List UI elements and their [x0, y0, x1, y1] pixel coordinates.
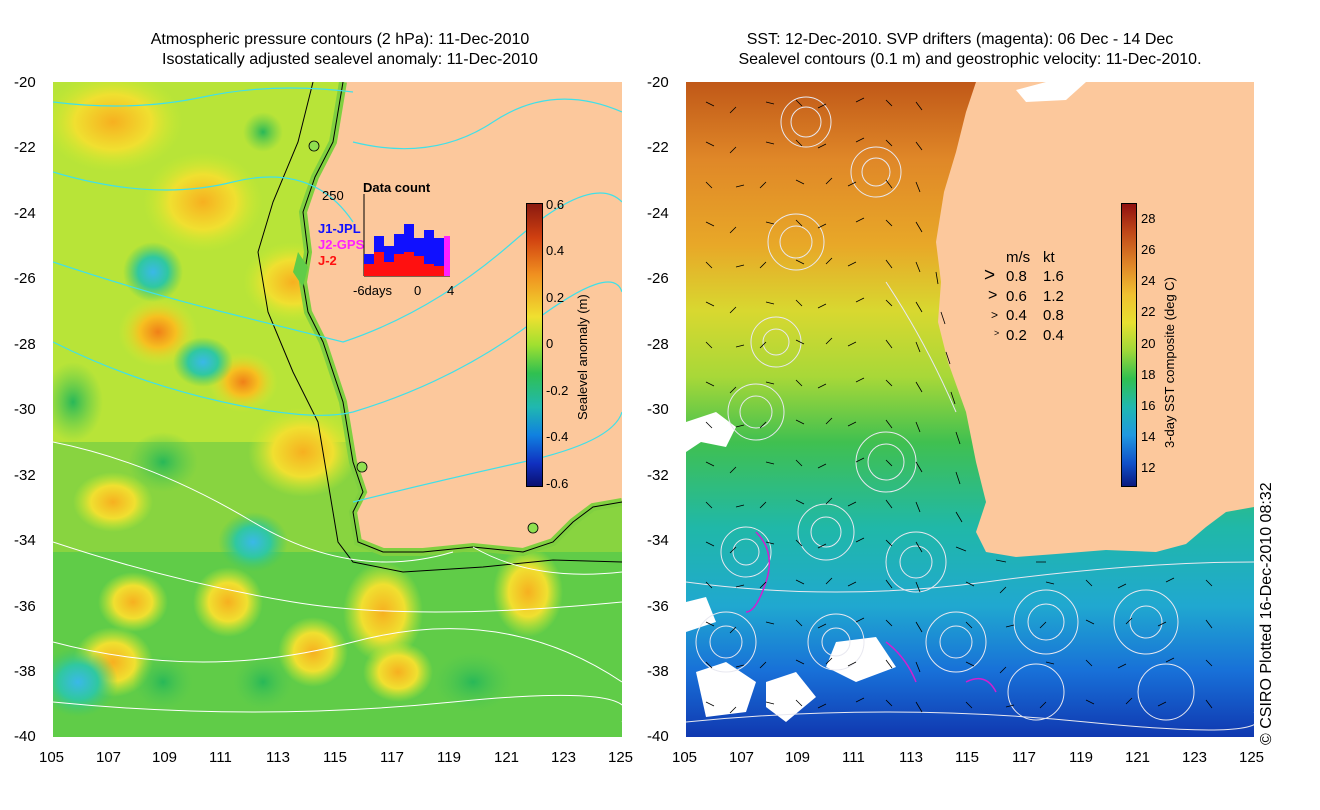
velocity-arrow-icon: >: [988, 287, 998, 304]
lat-tick: -36: [647, 598, 669, 615]
sst-colorbar-label: 3-day SST composite (deg C): [1162, 277, 1177, 448]
inset-ymax: 250: [322, 188, 344, 203]
lon-tick: 117: [1012, 749, 1036, 766]
right-title-line2: Sealevel contours (0.1 m) and geostrophi…: [738, 51, 1202, 68]
lon-tick: 113: [899, 749, 923, 766]
right-title-line1: SST: 12-Dec-2010. SVP drifters (magenta)…: [746, 31, 1174, 48]
sealevel-colorbar-gradient: [526, 203, 543, 487]
lat-tick: -34: [14, 532, 36, 549]
velocity-arrow-icon: >: [984, 265, 996, 286]
lat-tick: -28: [647, 336, 669, 353]
plot-credit: © CSIRO Plotted 16-Dec-2010 08:32: [1258, 482, 1275, 745]
sst-colorbar-tick: 18: [1141, 367, 1156, 382]
sealevel-colorbar-tick: 0.2: [546, 290, 565, 305]
lon-tick: 125: [608, 749, 634, 766]
legend-j1-jpl: J1-JPL: [318, 221, 361, 236]
lon-tick: 117: [380, 749, 404, 766]
lon-tick: 111: [842, 749, 865, 766]
lat-tick: -30: [647, 401, 669, 418]
sst-colorbar-tick: 22: [1141, 304, 1156, 319]
lat-tick: -26: [647, 270, 669, 287]
lon-tick: 121: [494, 749, 520, 766]
velocity-arrow-icon: >: [994, 328, 1000, 338]
sealevel-colorbar-tick: 0.4: [546, 243, 565, 258]
lat-tick: -40: [647, 728, 669, 745]
velocity-row-kt: 0.8: [1043, 307, 1064, 324]
sst-colorbar-tick: 26: [1141, 242, 1156, 257]
lat-tick: -38: [14, 663, 36, 680]
lat-tick: -40: [14, 728, 36, 745]
sealevel-colorbar-tick: -0.6: [546, 476, 569, 491]
lat-tick: -24: [647, 205, 669, 222]
lon-tick: 119: [437, 749, 461, 766]
sealevel-colorbar-tick: 0: [546, 336, 554, 351]
lat-tick: -20: [647, 74, 669, 91]
right-map: [686, 82, 1254, 737]
lat-tick: -32: [14, 467, 36, 484]
sealevel-colorbar-tick: -0.4: [546, 429, 569, 444]
inset-x-start: -6days: [353, 283, 393, 298]
velocity-row-ms: 0.2: [1006, 327, 1027, 344]
legend-j-2: J-2: [318, 253, 337, 268]
lon-tick: 123: [551, 749, 577, 766]
lon-tick: 123: [1182, 749, 1208, 766]
lon-tick: 109: [785, 749, 811, 766]
lat-tick: -22: [14, 139, 36, 156]
lat-tick: -36: [14, 598, 36, 615]
lat-tick: -34: [647, 532, 669, 549]
lon-tick: 115: [955, 749, 979, 766]
sst-colorbar-tick: 24: [1141, 273, 1156, 288]
lat-tick: -28: [14, 336, 36, 353]
sealevel-colorbar-tick: 0.6: [546, 197, 565, 212]
lon-tick: 105: [672, 749, 698, 766]
lon-tick: 125: [1239, 749, 1265, 766]
sst-colorbar-tick: 12: [1141, 460, 1156, 475]
sst-colorbar-tick: 20: [1141, 336, 1156, 351]
lon-tick: 115: [323, 749, 347, 766]
sst-colorbar-tick: 28: [1141, 211, 1156, 226]
sealevel-colorbar-tick: -0.2: [546, 383, 569, 398]
lon-tick: 111: [209, 749, 232, 766]
sst-colorbar-tick: 16: [1141, 398, 1156, 413]
data-count-histogram: [363, 194, 450, 277]
velocity-row-ms: 0.4: [1006, 307, 1027, 324]
inset-x-end: 4: [447, 283, 455, 298]
lat-tick: -22: [647, 139, 669, 156]
velocity-row-ms: 0.8: [1006, 268, 1027, 285]
velocity-row-kt: 1.6: [1043, 268, 1064, 285]
lat-tick: -26: [14, 270, 36, 287]
lat-tick: -20: [14, 74, 36, 91]
velocity-row-kt: 0.4: [1043, 327, 1064, 344]
velocity-header-ms: m/s: [1006, 249, 1031, 266]
sealevel-colorbar-label: Sealevel anomaly (m): [575, 294, 590, 420]
lon-tick: 121: [1125, 749, 1151, 766]
inset-x-zero: 0: [414, 283, 422, 298]
lon-tick: 105: [39, 749, 65, 766]
velocity-row-kt: 1.2: [1043, 288, 1064, 305]
lat-tick: -30: [14, 401, 36, 418]
left-title-line1: Atmospheric pressure contours (2 hPa): 1…: [150, 31, 530, 48]
sst-field: [686, 82, 1254, 737]
left-title-line2: Isostatically adjusted sealevel anomaly:…: [162, 51, 538, 68]
lon-tick: 107: [96, 749, 122, 766]
lat-tick: -24: [14, 205, 36, 222]
sst-colorbar-gradient: [1121, 203, 1137, 487]
lat-tick: -32: [647, 467, 669, 484]
lat-tick: -38: [647, 663, 669, 680]
lon-tick: 119: [1069, 749, 1093, 766]
velocity-arrow-icon: >: [991, 308, 999, 322]
lon-tick: 109: [152, 749, 178, 766]
sst-colorbar-tick: 14: [1141, 429, 1156, 444]
velocity-header-kt: kt: [1043, 249, 1055, 266]
lon-tick: 107: [729, 749, 755, 766]
velocity-vectors: [705, 97, 1213, 714]
velocity-row-ms: 0.6: [1006, 288, 1027, 305]
lon-tick: 113: [266, 749, 290, 766]
legend-j2-gps: J2-GPS: [318, 237, 365, 252]
inset-title: Data count: [363, 180, 431, 195]
